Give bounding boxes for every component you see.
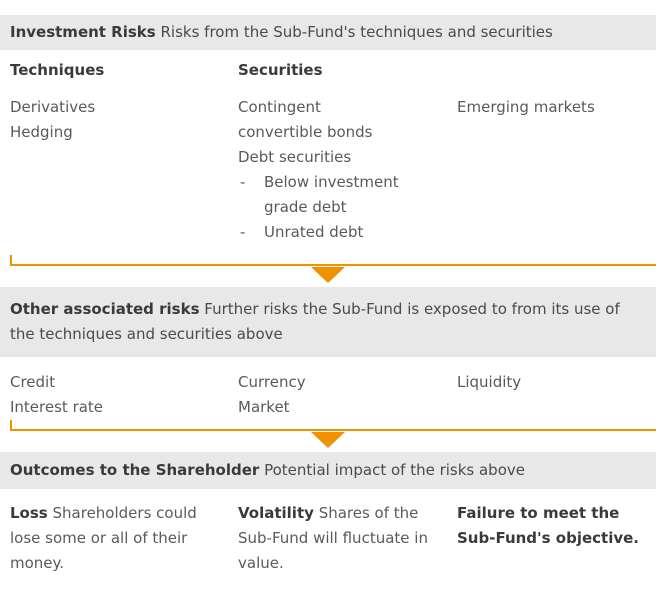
- column-heading: Techniques: [10, 61, 105, 79]
- columns: Credit Interest rate Currency Market Liq…: [0, 370, 656, 420]
- column: Loss Shareholders could lose some or all…: [10, 501, 238, 576]
- outcome-lead: Loss: [10, 504, 48, 522]
- other-risks: Other associated risks Further risks the…: [0, 287, 656, 420]
- column: Techniques Derivatives Hedging: [10, 50, 238, 245]
- item: Emerging markets: [457, 98, 595, 116]
- subitem: - Unrated debt: [238, 220, 408, 245]
- column: Liquidity: [457, 370, 656, 420]
- column: Credit Interest rate: [10, 370, 238, 420]
- section-title: Other associated risks: [10, 300, 200, 318]
- item: Liquidity: [457, 373, 522, 391]
- section-header: Other associated risks Further risks the…: [0, 287, 656, 357]
- item: Hedging: [10, 123, 73, 141]
- subitem: - Below investment grade debt: [238, 170, 408, 220]
- column: Emerging markets: [457, 50, 656, 245]
- item: Interest rate: [10, 398, 104, 416]
- outcome-text: Shareholders could lose some or all of t…: [10, 504, 197, 572]
- column: Volatility Shares of the Sub-Fund will f…: [238, 501, 457, 576]
- section-description: Potential impact of the risks above: [264, 461, 525, 479]
- columns: Loss Shareholders could lose some or all…: [0, 501, 656, 576]
- divider: [0, 420, 656, 450]
- subitem-text: Unrated debt: [264, 223, 364, 241]
- item: Derivatives: [10, 98, 96, 116]
- column: Failure to meet the Sub-Fund's objective…: [457, 501, 656, 576]
- column: Securities Contingent convertible bonds …: [238, 50, 418, 245]
- divider: [0, 255, 656, 285]
- section-title: Outcomes to the Shareholder: [10, 461, 260, 479]
- outcome-lead: Volatility: [238, 504, 314, 522]
- subitem-text: Below investment grade debt: [264, 173, 399, 216]
- item: Contingent convertible bonds: [238, 98, 373, 141]
- section-header: Outcomes to the Shareholder Potential im…: [0, 452, 656, 489]
- section-description: Risks from the Sub-Fund's techniques and…: [160, 23, 553, 41]
- section-description: Further risks the Sub-Fund is exposed to…: [10, 300, 620, 343]
- column-heading: Securities: [238, 61, 323, 79]
- item: Market: [238, 398, 290, 416]
- item: Currency: [238, 373, 306, 391]
- item: Credit: [10, 373, 56, 391]
- investment-risks: Investment Risks Risks from the Sub-Fund…: [0, 15, 656, 245]
- column: Currency Market: [238, 370, 457, 420]
- section-title: Investment Risks: [10, 23, 156, 41]
- outcome-lead: Failure to meet the Sub-Fund's objective…: [457, 504, 639, 547]
- outcome-text: Shares of the Sub-Fund will fluctuate in…: [238, 504, 428, 572]
- outcomes: Outcomes to the Shareholder Potential im…: [0, 452, 656, 576]
- section-header: Investment Risks Risks from the Sub-Fund…: [0, 15, 656, 50]
- item: Debt securities: [238, 148, 352, 166]
- columns: Techniques Derivatives Hedging Securitie…: [0, 50, 656, 245]
- column-heading-spacer: [457, 58, 656, 83]
